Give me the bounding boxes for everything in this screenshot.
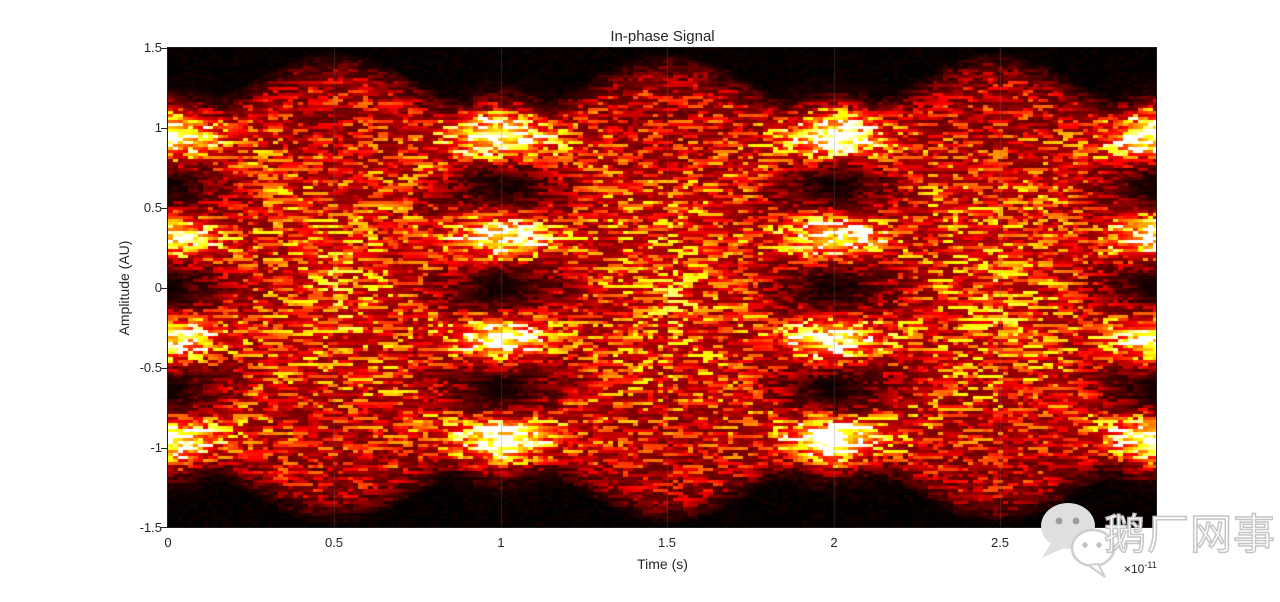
x-tick-label: 0.5 xyxy=(324,535,344,550)
y-tick-label: 1.5 xyxy=(143,40,162,55)
y-tick-mark xyxy=(161,527,167,528)
y-tick-mark xyxy=(161,48,167,49)
x-tick-label: 2 xyxy=(830,535,838,550)
y-tick-label: 0 xyxy=(154,280,162,295)
y-tick-mark xyxy=(161,288,167,289)
y-tick-label: -1 xyxy=(150,440,162,455)
y-tick-mark xyxy=(161,368,167,369)
x-tick-label: 1 xyxy=(497,535,505,550)
y-tick-mark xyxy=(161,128,167,129)
x-axis-multiplier-exponent: -11 xyxy=(1144,560,1157,570)
x-tick-label: 0 xyxy=(164,535,172,550)
y-tick-label: -0.5 xyxy=(139,360,162,375)
y-tick-label: 0.5 xyxy=(143,200,162,215)
x-axis-multiplier-base: ×10 xyxy=(1124,562,1145,576)
x-axis-multiplier: ×10-11 xyxy=(1124,560,1157,576)
eye-diagram-heatmap xyxy=(168,48,1157,528)
x-axis-label: Time (s) xyxy=(637,556,688,572)
y-tick-label: -1.5 xyxy=(139,520,162,535)
x-tick-label: 1.5 xyxy=(657,535,677,550)
chart-title: In-phase Signal xyxy=(610,28,715,45)
y-tick-mark xyxy=(161,448,167,449)
y-tick-mark xyxy=(161,208,167,209)
y-tick-label: 1 xyxy=(154,120,162,135)
x-tick-label: 2.5 xyxy=(990,535,1010,550)
